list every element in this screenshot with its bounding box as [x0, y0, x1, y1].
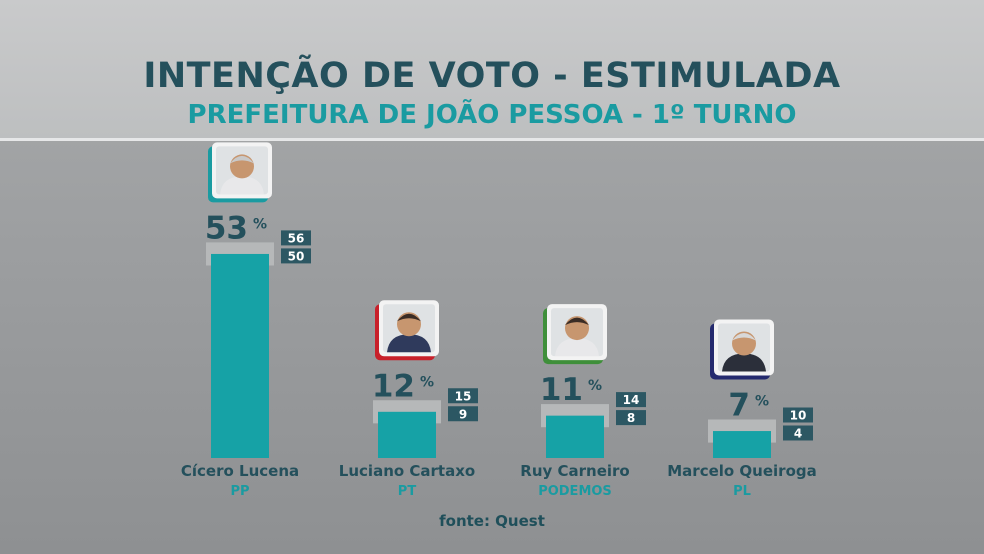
hair-icon [565, 317, 589, 326]
upper-range-label: 15 [455, 389, 472, 403]
candidate-photo-icon [722, 353, 766, 372]
lower-range-box [281, 248, 311, 264]
lower-range-box [448, 406, 478, 422]
category-label: Luciano Cartaxo [339, 462, 475, 480]
bar [211, 253, 269, 458]
unit-label: % [588, 378, 602, 394]
upper-range-label: 10 [790, 409, 807, 423]
value-label: 53 [205, 210, 248, 246]
hair-icon [230, 155, 254, 164]
value-label: 7 [728, 388, 750, 424]
header-band [0, 0, 984, 141]
hair-icon [397, 313, 421, 322]
source-label: fonte: Quest [439, 512, 545, 530]
lower-range-label: 9 [459, 407, 467, 421]
upper-range-box [616, 392, 646, 408]
chart-title: INTENÇÃO DE VOTO - ESTIMULADA [143, 56, 841, 96]
lower-range-label: 50 [288, 249, 305, 263]
party-label: PP [230, 484, 249, 499]
upper-range-box [281, 230, 311, 246]
chart-subtitle: PREFEITURA DE JOÃO PESSOA - 1º TURNO [187, 100, 797, 130]
category-label: Marcelo Queiroga [667, 462, 817, 480]
value-label: 12 [372, 368, 415, 404]
unit-label: % [420, 374, 434, 390]
bar [378, 411, 436, 458]
hair-icon [732, 333, 756, 341]
lower-range-label: 4 [794, 427, 802, 441]
category-label: Cícero Lucena [181, 462, 299, 480]
candidate-photo-icon [387, 334, 431, 353]
category-label: Ruy Carneiro [520, 462, 629, 480]
upper-range-label: 56 [288, 231, 305, 245]
value-label: 11 [540, 372, 583, 408]
party-label: PL [733, 484, 751, 499]
party-label: PODEMOS [538, 484, 612, 499]
upper-range-box [448, 388, 478, 404]
candidate-photo-icon [220, 176, 264, 195]
unit-label: % [253, 216, 267, 232]
upper-range-box [783, 407, 813, 423]
bar [713, 431, 771, 458]
unit-label: % [755, 394, 769, 410]
lower-range-box [783, 425, 813, 441]
lower-range-box [616, 410, 646, 426]
bar [546, 415, 604, 458]
party-label: PT [398, 484, 417, 499]
lower-range-label: 8 [627, 411, 635, 425]
upper-range-label: 14 [623, 393, 640, 407]
candidate-photo-icon [555, 338, 599, 357]
